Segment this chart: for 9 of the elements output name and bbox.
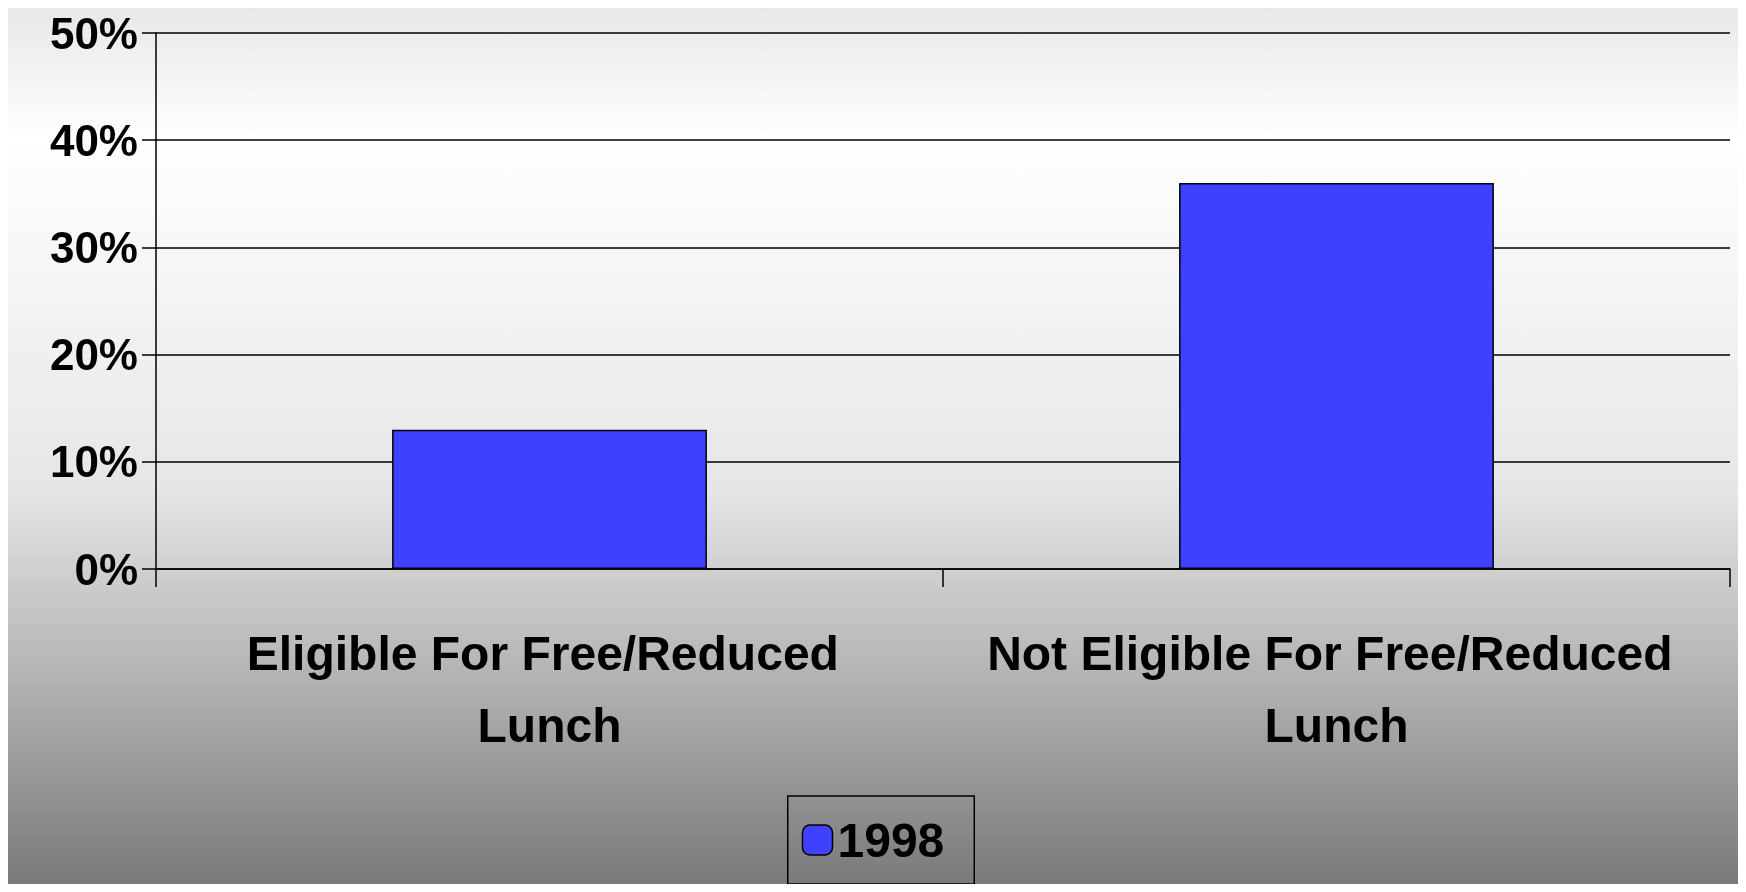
y-tick-label: 10% — [49, 437, 138, 487]
x-tick-label: Not Eligible For Free/Reduced Lunch — [987, 626, 1686, 752]
y-tick-label: 50% — [49, 8, 138, 58]
y-tick-label: 30% — [49, 222, 138, 272]
legend-label: 1998 — [837, 813, 945, 867]
y-tick-label: 0% — [74, 544, 138, 594]
y-tick-label: 40% — [49, 115, 138, 165]
x-tick-label: Eligible For Free/Reduced Lunch — [246, 626, 853, 752]
y-tick-label: 20% — [49, 330, 138, 380]
